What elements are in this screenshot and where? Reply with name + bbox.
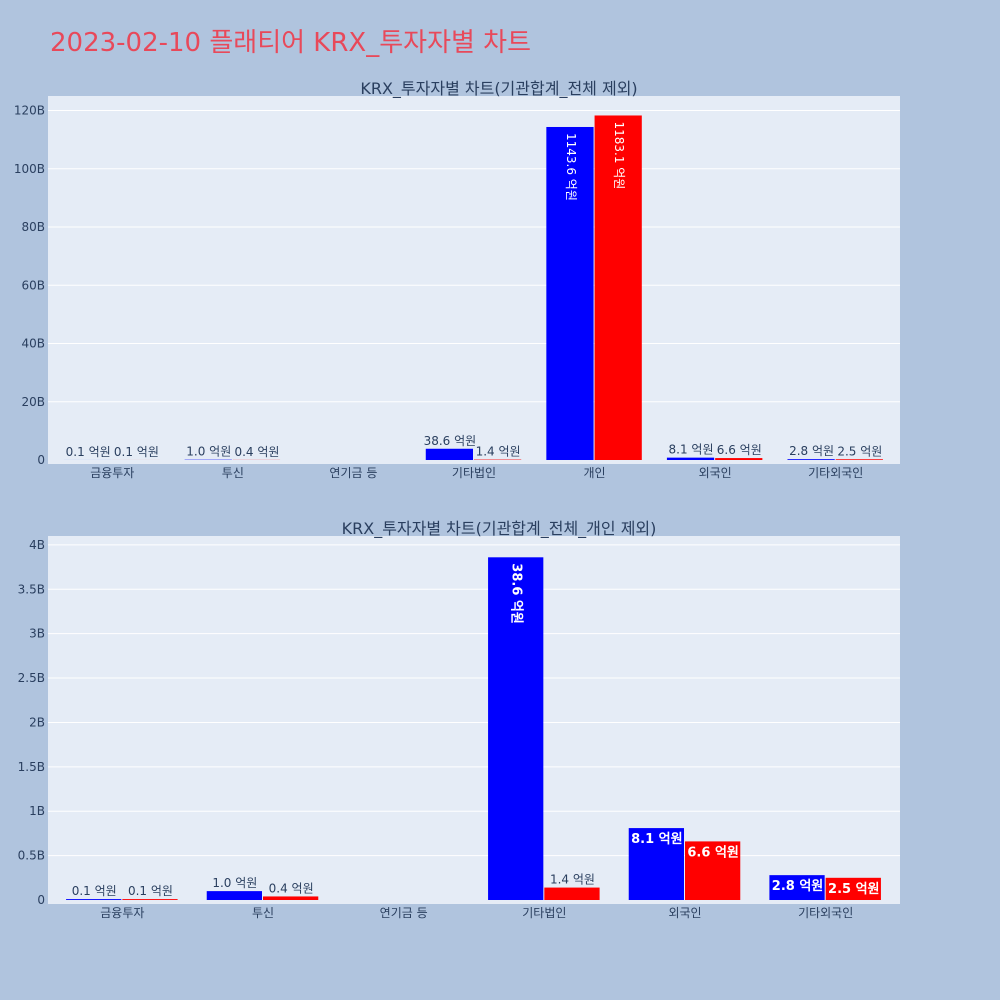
bar bbox=[425, 448, 473, 460]
bar bbox=[769, 875, 825, 900]
bar bbox=[544, 887, 600, 900]
y-tick-label: 60B bbox=[21, 278, 45, 292]
bar bbox=[835, 459, 883, 460]
x-tick-label: 기타법인 bbox=[522, 906, 566, 920]
bar bbox=[263, 896, 319, 900]
y-tick-label: 0 bbox=[37, 893, 45, 907]
x-tick-label: 기타외국인 bbox=[798, 906, 853, 920]
bar bbox=[206, 891, 262, 900]
data-label: 6.6 억원 bbox=[687, 845, 738, 860]
x-tick-label: 투신 bbox=[252, 906, 274, 920]
bar bbox=[685, 841, 741, 900]
data-label: 0.1 억원 bbox=[72, 884, 117, 898]
bar bbox=[546, 126, 594, 461]
bar bbox=[666, 457, 715, 460]
y-tick-label: 120B bbox=[14, 104, 45, 118]
x-tick-label: 투신 bbox=[222, 466, 244, 480]
data-label: 1.0 억원 bbox=[212, 876, 257, 890]
plot-area bbox=[48, 96, 900, 464]
data-label: 0.4 억원 bbox=[234, 445, 279, 459]
data-label: 1.4 억원 bbox=[476, 445, 521, 459]
data-label: 2.5 억원 bbox=[828, 882, 879, 897]
data-label: 1.4 억원 bbox=[550, 873, 595, 887]
x-tick-label: 연기금 등 bbox=[380, 906, 428, 920]
data-label: 0.1 억원 bbox=[114, 445, 159, 459]
data-label: 0.1 억원 bbox=[66, 445, 111, 459]
chart-top: KRX_투자자별 차트(기관합계_전체 제외) 0 20B 40B 60B 80B 100B… bbox=[14, 79, 900, 480]
bar bbox=[787, 459, 835, 460]
y-tick-label: 4B bbox=[29, 538, 45, 552]
y-tick-label: 80B bbox=[21, 220, 45, 234]
y-tick-label: 0.5B bbox=[18, 849, 45, 863]
y-tick-label: 40B bbox=[21, 337, 45, 351]
y-tick-label: 2.5B bbox=[18, 671, 45, 685]
bar bbox=[628, 828, 684, 900]
data-label: 0.1 억원 bbox=[128, 884, 173, 898]
data-label: 38.6 억원 bbox=[424, 434, 477, 448]
bar bbox=[488, 557, 544, 900]
y-tick-label: 20B bbox=[21, 395, 45, 409]
data-label: 2.5 억원 bbox=[837, 444, 882, 458]
data-label: 8.1 억원 bbox=[669, 443, 714, 457]
data-label: 1183.1 억원 bbox=[612, 121, 626, 189]
x-tick-label: 개인 bbox=[584, 466, 606, 480]
bar bbox=[66, 899, 122, 900]
y-tick-label: 100B bbox=[14, 162, 45, 176]
y-tick-label: 1.5B bbox=[18, 760, 45, 774]
data-label: 1143.6 억원 bbox=[564, 133, 578, 201]
chart-bottom: KRX_투자자별 차트(기관합계_전체_개인 제외) 0 0.5B 1B 1.5B 2B 2… bbox=[18, 519, 900, 920]
x-tick-label: 연기금 등 bbox=[329, 466, 377, 480]
x-tick-label: 금융투자 bbox=[90, 466, 134, 480]
plot-area bbox=[48, 536, 900, 904]
x-tick-label: 외국인 bbox=[668, 906, 701, 920]
data-label: 38.6 억원 bbox=[509, 563, 524, 624]
bar bbox=[122, 899, 178, 900]
x-tick-label: 기타법인 bbox=[452, 466, 496, 480]
y-tick-label: 3.5B bbox=[18, 582, 45, 596]
y-tick-label: 2B bbox=[29, 715, 45, 729]
data-label: 6.6 억원 bbox=[717, 443, 762, 457]
data-label: 1.0 억원 bbox=[186, 445, 231, 459]
bar bbox=[825, 877, 881, 900]
page-title: 2023-02-10 플래티어 KRX_투자자별 차트 bbox=[50, 28, 532, 58]
y-tick-label: 0 bbox=[37, 453, 45, 467]
y-tick-label: 3B bbox=[29, 627, 45, 641]
bar bbox=[594, 115, 642, 461]
data-label: 8.1 억원 bbox=[631, 832, 682, 847]
x-tick-label: 외국인 bbox=[699, 466, 732, 480]
data-label: 2.8 억원 bbox=[772, 879, 823, 894]
chart-title: KRX_투자자별 차트(기관합계_전체 제외) bbox=[360, 79, 637, 99]
data-label: 0.4 억원 bbox=[269, 881, 314, 895]
data-label: 2.8 억원 bbox=[789, 444, 834, 458]
x-tick-label: 금융투자 bbox=[100, 906, 144, 920]
chart-title: KRX_투자자별 차트(기관합계_전체_개인 제외) bbox=[342, 519, 657, 539]
bar bbox=[715, 458, 763, 460]
x-tick-label: 기타외국인 bbox=[808, 466, 863, 480]
y-tick-label: 1B bbox=[29, 804, 45, 818]
